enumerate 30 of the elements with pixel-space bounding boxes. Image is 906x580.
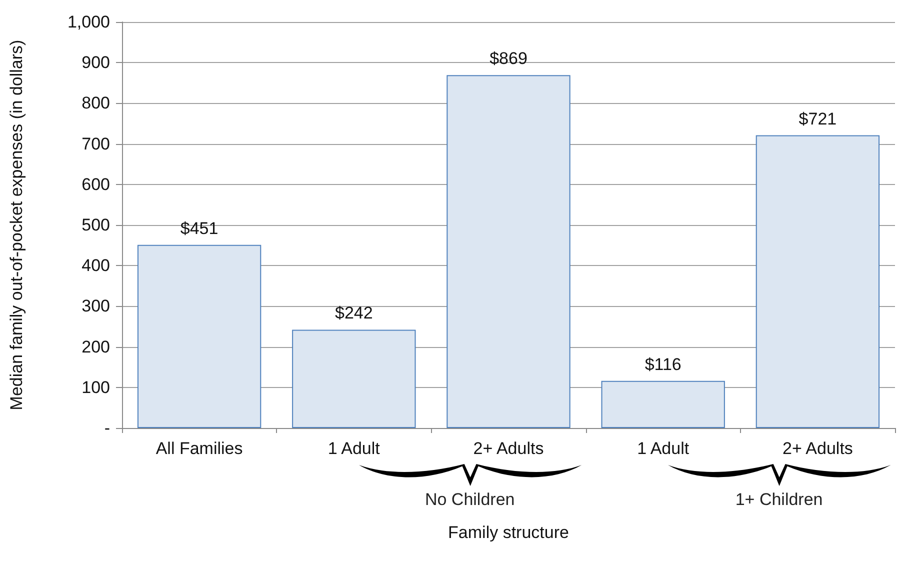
y-tick-label: 400 <box>82 256 110 276</box>
data-label: $242 <box>334 304 373 323</box>
bar <box>446 75 570 428</box>
bar <box>601 380 725 428</box>
x-tick-label: 1 Adult <box>637 439 690 458</box>
x-tick-label: 2+ Adults <box>473 439 544 458</box>
data-label: $869 <box>490 49 528 68</box>
y-axis-title: Median family out-of-pocket expenses (in dollars) <box>7 40 26 410</box>
y-tick-label: 800 <box>82 94 110 113</box>
bar <box>137 244 262 428</box>
y-tick-label: 500 <box>82 216 110 234</box>
data-label: $116 <box>644 354 682 374</box>
y-tick-label: - <box>104 418 110 438</box>
y-tick-label: 100 <box>82 378 110 397</box>
data-label: $721 <box>798 109 837 128</box>
data-label: $451 <box>180 218 218 238</box>
x-axis-title: Family structure <box>448 523 569 542</box>
x-tick-label: 2+ Adults <box>782 439 853 458</box>
text: 1+ Children <box>735 490 823 510</box>
y-tick-label: 1,000 <box>67 12 110 32</box>
y-tick-label: 700 <box>82 134 110 154</box>
x-tick-label: 1 Adult <box>328 439 380 458</box>
bar <box>292 330 416 428</box>
y-tick-label: 200 <box>82 337 110 356</box>
x-tick-label: All Families <box>156 439 243 458</box>
text: No Children <box>424 490 515 510</box>
bar <box>756 135 880 428</box>
y-tick-label: 900 <box>82 53 110 72</box>
y-tick-label: 600 <box>82 174 110 194</box>
y-tick-label: 300 <box>82 296 110 316</box>
